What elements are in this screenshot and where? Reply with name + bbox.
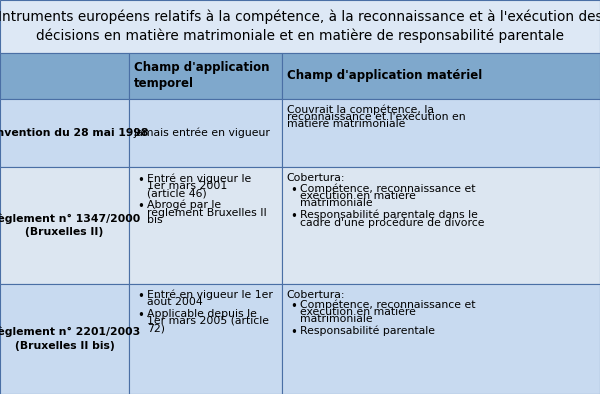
Text: exécution en matière: exécution en matière (300, 191, 416, 201)
Bar (0, 53, 129, 98)
Text: Entré en vigueur le: Entré en vigueur le (147, 173, 251, 184)
Text: •: • (137, 309, 143, 322)
Text: cadre d'une procédure de divorce: cadre d'une procédure de divorce (300, 217, 485, 228)
Text: Cobertura:: Cobertura: (287, 290, 346, 299)
Text: matière matrimoniale: matière matrimoniale (287, 119, 405, 129)
Bar (129, 167, 282, 284)
Text: Intruments européens relatifs à la compétence, à la reconnaissance et à l'exécut: Intruments européens relatifs à la compé… (0, 10, 600, 43)
Bar (282, 284, 600, 394)
Text: •: • (137, 290, 143, 303)
Text: Champ d'application
temporel: Champ d'application temporel (134, 61, 269, 90)
Bar (0, 284, 129, 394)
Text: bis: bis (147, 215, 163, 225)
Text: Compétence, reconnaissance et: Compétence, reconnaissance et (300, 299, 476, 310)
Text: Règlement n° 2201/2003
(Bruxelles II bis): Règlement n° 2201/2003 (Bruxelles II bis… (0, 327, 140, 351)
Bar (0, 98, 129, 167)
Text: Responsabilité parentale dans le: Responsabilité parentale dans le (300, 210, 478, 220)
Text: Règlement n° 1347/2000
(Bruxelles II): Règlement n° 1347/2000 (Bruxelles II) (0, 214, 140, 238)
Text: •: • (290, 210, 296, 223)
Text: règlement Bruxelles II: règlement Bruxelles II (147, 207, 267, 218)
Text: •: • (290, 326, 296, 339)
Bar (129, 284, 282, 394)
Text: aôut 2004: aôut 2004 (147, 297, 203, 307)
Text: Couvrait la compétence, la: Couvrait la compétence, la (287, 104, 434, 115)
Bar (0, 0, 600, 53)
Bar (282, 98, 600, 167)
Text: Champ d'application matériel: Champ d'application matériel (287, 69, 482, 82)
Bar (0, 167, 129, 284)
Text: Cobertura:: Cobertura: (287, 173, 346, 183)
Text: (article 46): (article 46) (147, 188, 207, 198)
Text: •: • (137, 174, 143, 187)
Text: 1er mars 2005 (article: 1er mars 2005 (article (147, 316, 269, 326)
Text: Compétence, reconnaissance et: Compétence, reconnaissance et (300, 183, 476, 194)
Text: matrimoniale: matrimoniale (300, 198, 373, 208)
Bar (282, 167, 600, 284)
Text: Responsabilité parentale: Responsabilité parentale (300, 326, 435, 336)
Text: Jamais entrée en vigueur: Jamais entrée en vigueur (134, 128, 271, 138)
Text: Convention du 28 mai 1998: Convention du 28 mai 1998 (0, 128, 148, 138)
Text: •: • (137, 200, 143, 213)
Text: Abrogé par le: Abrogé par le (147, 200, 221, 210)
Text: exécution en matière: exécution en matière (300, 307, 416, 317)
Text: reconnaissance et l'exécution en: reconnaissance et l'exécution en (287, 112, 466, 122)
Text: Entré en vigueur le 1er: Entré en vigueur le 1er (147, 290, 273, 300)
Bar (129, 53, 282, 98)
Text: Applicable depuis le: Applicable depuis le (147, 309, 257, 318)
Text: •: • (290, 184, 296, 197)
Text: 72): 72) (147, 323, 165, 333)
Bar (282, 53, 600, 98)
Bar (129, 98, 282, 167)
Text: •: • (290, 300, 296, 313)
Text: matrimoniale: matrimoniale (300, 314, 373, 324)
Text: 1er mars 2001: 1er mars 2001 (147, 181, 227, 191)
